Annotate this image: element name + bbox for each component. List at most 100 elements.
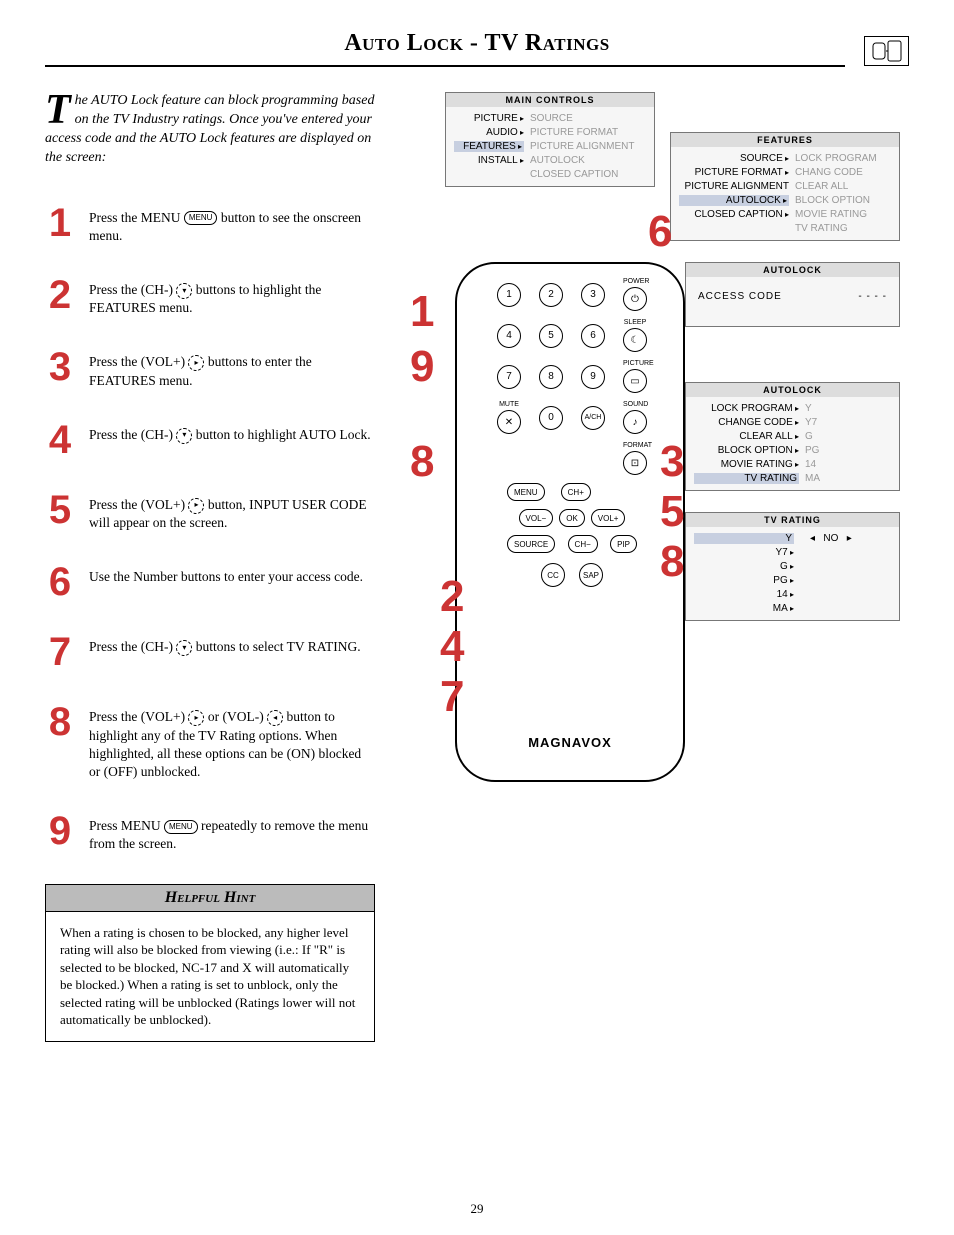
ch-down-icon: ▾ [176, 283, 192, 299]
format-icon: ⊡ [623, 451, 647, 475]
menu-button-icon: MENU [164, 820, 198, 834]
callout-8b: 8 [660, 537, 684, 587]
step-text: Use the Number buttons to enter your acc… [89, 562, 363, 586]
menu-button-icon: MENU [184, 211, 218, 225]
pip-button: PIP [610, 535, 637, 553]
avch-button: A/CH [581, 406, 605, 430]
dropcap: T [45, 92, 75, 128]
step-text: Press the MENU MENU button to see the on… [89, 203, 375, 245]
step-text: Press the (VOL+) ▸ buttons to enter the … [89, 347, 375, 389]
chminus-button: CH− [568, 535, 598, 553]
menu-button: MENU [507, 483, 545, 501]
osd-no-value: ◂ NO ▸ [810, 533, 852, 544]
osd-features: FEATURES SOURCE PICTURE FORMAT PICTURE A… [670, 132, 900, 241]
callout-4: 4 [440, 622, 464, 672]
volplus-button: VOL+ [591, 509, 626, 527]
step-text: Press MENU MENU repeatedly to remove the… [89, 811, 375, 853]
callout-2: 2 [440, 572, 464, 622]
hint-body: When a rating is chosen to be blocked, a… [46, 912, 374, 1041]
callout-1: 1 [410, 287, 434, 337]
callout-3: 3 [660, 437, 684, 487]
osd-tv-rating: TV RATING Y Y7 G PG 14 MA ◂ NO ▸ [685, 512, 900, 621]
step-text: Press the (VOL+) ▸ button, INPUT USER CO… [89, 490, 375, 532]
left-column: The AUTO Lock feature can block programm… [45, 92, 375, 1042]
callout-5: 5 [660, 487, 684, 537]
remote-num-9: 9 [581, 365, 605, 389]
ch-down-icon: ▾ [176, 640, 192, 656]
step-8: 8 Press the (VOL+) ▸ or (VOL-) ◂ button … [45, 702, 375, 781]
remote-num-3: 3 [581, 283, 605, 307]
remote-num-4: 4 [497, 324, 521, 348]
title-rule [45, 65, 845, 67]
callout-6: 6 [648, 207, 672, 257]
access-code-value: - - - - [858, 291, 887, 302]
vol-up-icon: ▸ [188, 710, 204, 726]
source-button: SOURCE [507, 535, 555, 553]
remote-num-1: 1 [497, 283, 521, 307]
callout-7: 7 [440, 672, 464, 722]
osd-title: AUTOLOCK [686, 383, 899, 397]
step-num: 2 [45, 275, 75, 315]
chplus-button: CH+ [561, 483, 591, 501]
intro-paragraph: The AUTO Lock feature can block programm… [45, 92, 375, 168]
ch-down-icon: ▾ [176, 428, 192, 444]
osd-tvrating-hl: TV RATING [694, 473, 799, 484]
step-num: 4 [45, 420, 75, 460]
vol-down-icon: ◂ [267, 710, 283, 726]
vol-up-icon: ▸ [188, 355, 204, 371]
corner-remote-icon [864, 36, 909, 66]
osd-title: FEATURES [671, 133, 899, 147]
osd-title: AUTOLOCK [686, 263, 899, 277]
step-text: Press the (VOL+) ▸ or (VOL-) ◂ button to… [89, 702, 375, 781]
hint-title: Helpful Hint [46, 885, 374, 912]
remote-num-2: 2 [539, 283, 563, 307]
osd-main-controls: MAIN CONTROLS PICTURE AUDIO FEATURES INS… [445, 92, 655, 187]
step-4: 4 Press the (CH-) ▾ button to highlight … [45, 420, 375, 460]
remote-num-5: 5 [539, 324, 563, 348]
step-num: 3 [45, 347, 75, 387]
callout-8: 8 [410, 437, 434, 487]
steps-list: 1 Press the MENU MENU button to see the … [45, 203, 375, 854]
remote-num-8: 8 [539, 365, 563, 389]
step-num: 6 [45, 562, 75, 602]
power-icon: ⏻ [623, 287, 647, 311]
mute-icon: ✕ [497, 410, 521, 434]
helpful-hint-box: Helpful Hint When a rating is chosen to … [45, 884, 375, 1042]
ok-button: OK [559, 509, 585, 527]
remote-num-6: 6 [581, 324, 605, 348]
osd-y-hl: Y [694, 533, 794, 544]
page-title: Auto Lock - TV Ratings [45, 30, 909, 57]
osd-autolock-menu: AUTOLOCK LOCK PROGRAM CHANGE CODE CLEAR … [685, 382, 900, 491]
sap-button: SAP [579, 563, 603, 587]
osd-access-code: AUTOLOCK ACCESS CODE - - - - [685, 262, 900, 327]
osd-title: TV RATING [686, 513, 899, 527]
step-text: Press the (CH-) ▾ button to highlight AU… [89, 420, 371, 444]
step-7: 7 Press the (CH-) ▾ buttons to select TV… [45, 632, 375, 672]
access-code-label: ACCESS CODE [698, 291, 782, 302]
step-num: 1 [45, 203, 75, 243]
right-column: MAIN CONTROLS PICTURE AUDIO FEATURES INS… [395, 92, 909, 1042]
page-number: 29 [0, 1201, 954, 1217]
step-num: 5 [45, 490, 75, 530]
step-num: 9 [45, 811, 75, 851]
step-num: 7 [45, 632, 75, 672]
osd-title: MAIN CONTROLS [446, 93, 654, 107]
remote-num-0: 0 [539, 406, 563, 430]
osd-autolock-hl: AUTOLOCK [679, 195, 789, 206]
intro-text: he AUTO Lock feature can block programmi… [45, 93, 374, 165]
vol-up-icon: ▸ [188, 498, 204, 514]
remote-illustration: 1 2 3 POWER⏻ 4 5 6 SLEEP☾ 7 8 9 PICTURE▭ [455, 262, 685, 782]
step-text: Press the (CH-) ▾ buttons to highlight t… [89, 275, 375, 317]
step-6: 6 Use the Number buttons to enter your a… [45, 562, 375, 602]
cc-button: CC [541, 563, 565, 587]
step-num: 8 [45, 702, 75, 742]
step-9: 9 Press MENU MENU repeatedly to remove t… [45, 811, 375, 853]
step-2: 2 Press the (CH-) ▾ buttons to highlight… [45, 275, 375, 317]
sound-icon: ♪ [623, 410, 647, 434]
remote-num-7: 7 [497, 365, 521, 389]
step-5: 5 Press the (VOL+) ▸ button, INPUT USER … [45, 490, 375, 532]
step-text: Press the (CH-) ▾ buttons to select TV R… [89, 632, 361, 656]
brand-label: MAGNAVOX [457, 735, 683, 750]
step-1: 1 Press the MENU MENU button to see the … [45, 203, 375, 245]
step-3: 3 Press the (VOL+) ▸ buttons to enter th… [45, 347, 375, 389]
